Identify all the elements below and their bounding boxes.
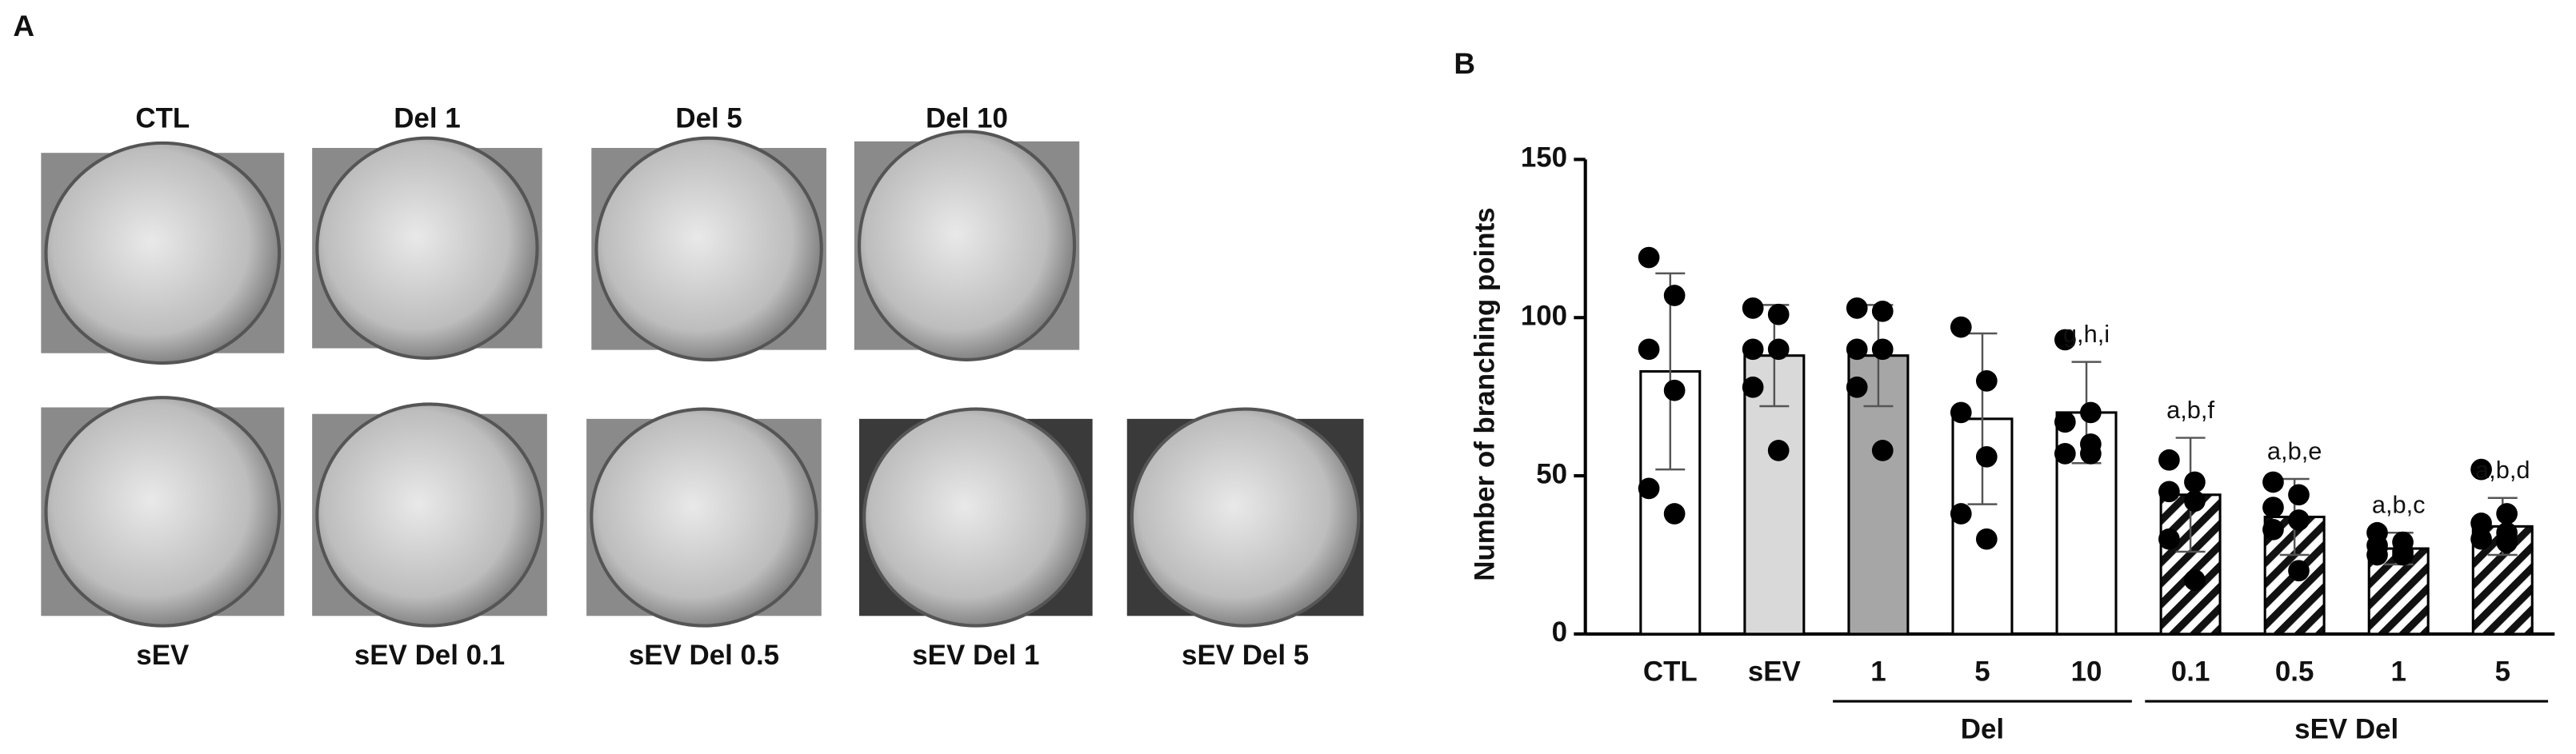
significance-label: a,b,c bbox=[2372, 491, 2426, 519]
data-point bbox=[1975, 370, 1998, 392]
significance-label: a,b,d bbox=[2475, 456, 2530, 484]
data-point bbox=[1663, 503, 1686, 525]
bar bbox=[1743, 354, 1806, 636]
photo-caption: sEV Del 1 bbox=[912, 640, 1039, 671]
photo-caption: Del 5 bbox=[675, 102, 742, 134]
data-point bbox=[2080, 401, 2102, 424]
x-tick-label: 0.1 bbox=[2171, 656, 2210, 687]
data-point bbox=[2288, 560, 2310, 582]
x-tick-label: 1 bbox=[1870, 656, 1886, 687]
x-tick-label: 5 bbox=[1974, 656, 1990, 687]
data-point bbox=[1638, 338, 1660, 361]
y-axis-title: Number of branching points bbox=[1470, 207, 1501, 580]
data-point bbox=[2470, 528, 2492, 550]
y-tick-label: 100 bbox=[1521, 300, 1567, 331]
dish-photo bbox=[44, 141, 282, 365]
data-point bbox=[2288, 509, 2310, 531]
bar bbox=[1639, 369, 1702, 636]
significance-label: g,h,i bbox=[2063, 320, 2110, 348]
data-point bbox=[1742, 376, 1764, 398]
data-point bbox=[1846, 338, 1868, 361]
significance-label: a,b,f bbox=[2166, 396, 2214, 424]
data-point bbox=[2158, 528, 2180, 550]
dish-photo bbox=[1130, 407, 1361, 628]
x-tick-label: 10 bbox=[2071, 656, 2102, 687]
data-point bbox=[1767, 303, 1790, 325]
data-point bbox=[2054, 411, 2076, 433]
data-point bbox=[1950, 401, 1972, 424]
data-point bbox=[1663, 379, 1686, 401]
data-point bbox=[1975, 445, 1998, 468]
data-point bbox=[1871, 300, 1894, 322]
photo-caption: sEV Del 0.1 bbox=[354, 640, 505, 671]
data-point bbox=[2080, 443, 2102, 465]
photo-caption: sEV bbox=[136, 640, 190, 671]
x-tick-label: 5 bbox=[2495, 656, 2510, 687]
data-point bbox=[2054, 329, 2076, 351]
x-tick-label: sEV bbox=[1748, 656, 1802, 687]
data-point bbox=[2158, 449, 2180, 471]
data-point bbox=[2470, 513, 2492, 534]
photo-caption: sEV Del 5 bbox=[1182, 640, 1309, 671]
data-point bbox=[2496, 503, 2518, 525]
y-tick-label: 0 bbox=[1552, 616, 1567, 648]
data-point bbox=[2184, 471, 2206, 493]
data-point bbox=[2496, 531, 2518, 553]
data-point bbox=[2262, 518, 2284, 541]
data-point bbox=[1742, 297, 1764, 319]
data-point bbox=[2184, 569, 2206, 591]
x-tick-label: 1 bbox=[2391, 656, 2406, 687]
data-point bbox=[1871, 338, 1894, 361]
dish-photo bbox=[315, 402, 544, 628]
data-point bbox=[2288, 484, 2310, 506]
data-point bbox=[1871, 440, 1894, 461]
significance-label: a,b,e bbox=[2267, 437, 2322, 465]
photo-caption: CTL bbox=[135, 102, 190, 134]
dish-photo bbox=[44, 396, 282, 628]
data-point bbox=[2184, 490, 2206, 513]
data-point bbox=[2366, 544, 2388, 566]
data-point bbox=[2392, 544, 2414, 566]
y-tick-label: 50 bbox=[1536, 458, 1567, 489]
data-point bbox=[2470, 458, 2492, 481]
data-point bbox=[1950, 316, 1972, 338]
dish-photo bbox=[590, 407, 818, 628]
dish-photo bbox=[594, 136, 823, 361]
x-tick-label: CTL bbox=[1643, 656, 1698, 687]
data-point bbox=[2158, 481, 2180, 503]
data-point bbox=[1846, 376, 1868, 398]
panel-label: B bbox=[1454, 47, 1475, 80]
x-tick-label: 0.5 bbox=[2275, 656, 2314, 687]
photo-caption: Del 10 bbox=[926, 102, 1008, 134]
dish-photo bbox=[315, 136, 539, 360]
data-point bbox=[1663, 285, 1686, 306]
panel-label: A bbox=[13, 10, 34, 42]
group-label: sEV Del bbox=[2294, 713, 2398, 744]
data-point bbox=[1767, 440, 1790, 461]
data-point bbox=[2262, 497, 2284, 518]
data-point bbox=[1638, 477, 1660, 500]
photo-caption: sEV Del 0.5 bbox=[629, 640, 779, 671]
photo-caption: Del 1 bbox=[394, 102, 460, 134]
y-tick-label: 150 bbox=[1521, 142, 1567, 174]
data-point bbox=[2054, 443, 2076, 465]
data-point bbox=[1846, 297, 1868, 319]
data-point bbox=[1950, 503, 1972, 525]
data-point bbox=[1975, 528, 1998, 550]
data-point bbox=[1767, 338, 1790, 361]
dish-photo bbox=[862, 407, 1090, 628]
data-point bbox=[1638, 246, 1660, 269]
data-point bbox=[2262, 471, 2284, 493]
group-label: Del bbox=[1961, 713, 2004, 744]
dish-photo bbox=[857, 130, 1077, 361]
data-point bbox=[1742, 338, 1764, 361]
